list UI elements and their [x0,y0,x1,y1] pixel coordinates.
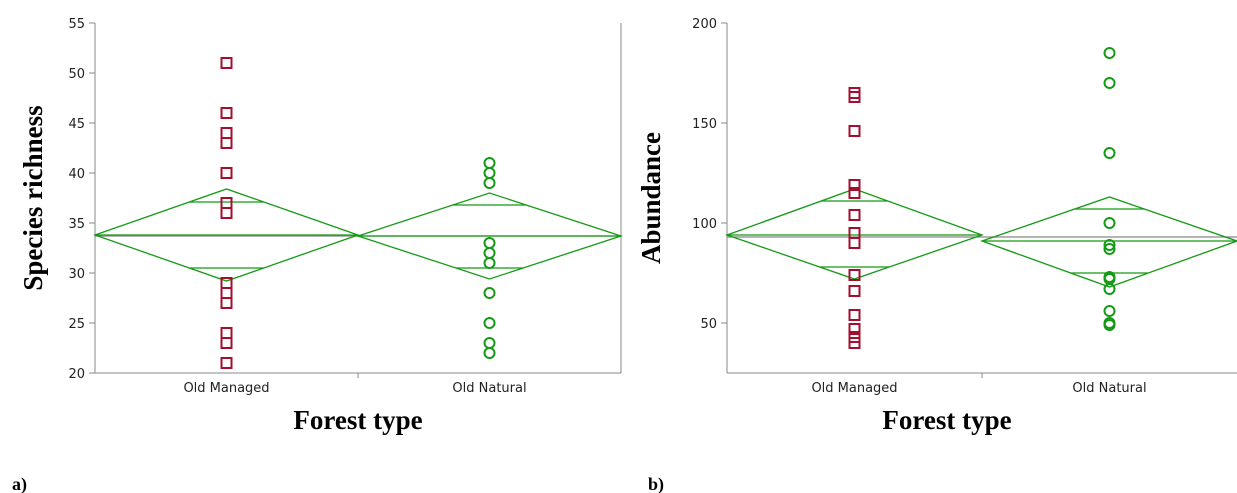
data-point [1103,217,1116,229]
data-point [220,167,233,179]
panel-a: 20 25 30 35 40 45 50 55 Old Managed Old Natural Fo… [12,17,624,493]
data-point [1103,319,1116,331]
x-axis-title: Forest type [882,405,1011,435]
y-tick-label: 55 [68,17,85,32]
data-point [483,257,496,269]
data-point [1103,47,1116,59]
y-tick-label: 50 [700,317,717,332]
data-point [220,357,233,369]
data-point [848,337,861,349]
data-point [848,285,861,297]
data-point [220,197,233,209]
panel-label: a) [12,474,27,493]
y-tick-label: 30 [68,267,85,282]
data-point [483,287,496,299]
data-point [1103,283,1116,295]
y-tick-label: 35 [68,217,85,232]
data-point [483,317,496,329]
data-point [848,269,861,281]
data-point [220,107,233,119]
x-category-label: Old Natural [1072,381,1146,396]
y-tick-label: 100 [692,217,717,232]
data-point [848,323,861,335]
x-axis-title: Forest type [293,405,422,435]
data-point [848,309,861,321]
data-point [848,209,861,221]
data-point [220,327,233,339]
data-point [220,57,233,69]
y-axis-title: Species richness [18,105,48,290]
data-point [483,177,496,189]
data-point [848,125,861,137]
y-tick-label: 50 [68,67,85,82]
data-point [848,237,861,249]
data-point [220,137,233,149]
data-point [220,127,233,139]
x-category-label: Old Managed [811,381,897,396]
data-point [483,237,496,249]
panel-b: 50 100 150 200 Old Managed Old Natural Forest … [636,17,1237,493]
y-tick-label: 20 [68,367,85,382]
y-tick-label: 45 [68,117,85,132]
means-diamond [980,196,1237,288]
x-category-label: Old Managed [183,381,269,396]
y-tick-label: 150 [692,117,717,132]
data-point [1103,243,1116,255]
x-category-label: Old Natural [452,381,526,396]
y-tick-label: 40 [68,167,85,182]
data-point [220,287,233,299]
data-point [848,91,861,103]
data-point [1103,239,1116,251]
y-tick-label: 25 [68,317,85,332]
data-point [848,179,861,191]
data-point [220,297,233,309]
data-point [1103,305,1116,317]
data-point [220,207,233,219]
data-point [483,167,496,179]
data-point [483,247,496,259]
y-tick-label: 200 [692,17,717,32]
data-point [483,337,496,349]
data-point [1103,147,1116,159]
data-point [483,157,496,169]
data-point [483,347,496,359]
data-point [220,337,233,349]
panel-label: b) [648,474,664,493]
data-point [848,187,861,199]
means-diamond [725,188,984,280]
y-axis-title: Abundance [636,132,666,264]
data-point [1103,77,1116,89]
